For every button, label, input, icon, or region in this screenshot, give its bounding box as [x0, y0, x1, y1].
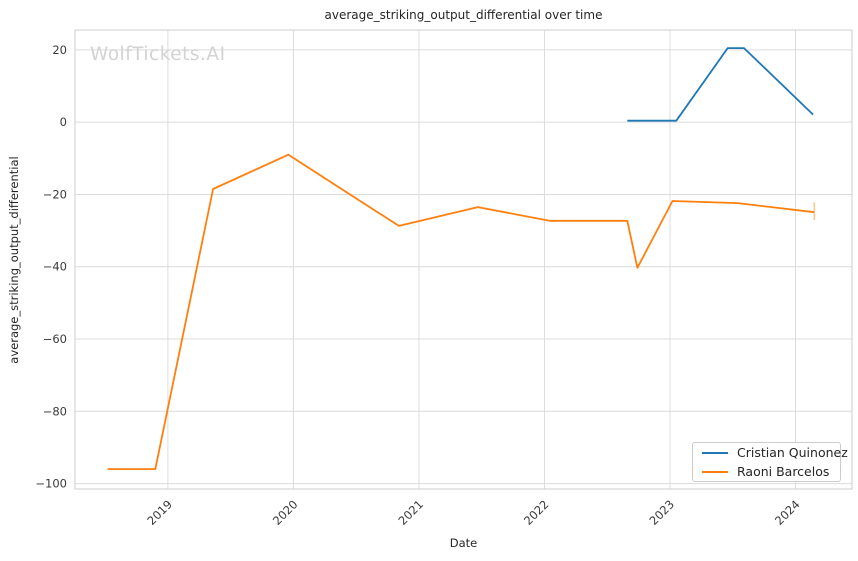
x-tick-label: 2021: [395, 497, 426, 528]
x-tick-label: 2019: [144, 497, 175, 528]
y-tick-label: 20: [52, 43, 67, 57]
y-tick-label: −100: [35, 477, 67, 491]
legend-line-swatch: [702, 470, 728, 473]
x-axis-label: Date: [449, 536, 478, 550]
series-line-cristian-quinonez: [627, 47, 814, 122]
legend-entry: Raoni Barcelos: [693, 464, 840, 480]
series-line-raoni-barcelos: [107, 153, 815, 471]
y-axis-label: average_striking_output_differential: [7, 156, 21, 364]
y-tick-label: −40: [43, 260, 67, 274]
watermark: WolfTickets.AI: [90, 44, 226, 65]
axes-spines: [74, 29, 853, 490]
legend: Cristian Quinonez Raoni Barcelos: [692, 442, 848, 482]
legend-line-swatch: [702, 451, 728, 454]
y-tick-label: 0: [60, 115, 67, 129]
x-tick-label: 2022: [521, 497, 552, 528]
y-tick-label: −20: [43, 187, 67, 201]
x-tick-label: 2024: [772, 497, 803, 528]
x-tick-label: 2023: [647, 497, 678, 528]
y-tick-label: −60: [43, 332, 67, 346]
legend-entry: Cristian Quinonez: [693, 445, 848, 461]
chart-title: average_striking_output_differential ove…: [324, 8, 603, 22]
x-tick-label: 2020: [270, 497, 301, 528]
legend-label: Cristian Quinonez: [737, 445, 848, 460]
legend-label: Raoni Barcelos: [737, 464, 830, 479]
y-tick-label: −80: [43, 404, 67, 418]
